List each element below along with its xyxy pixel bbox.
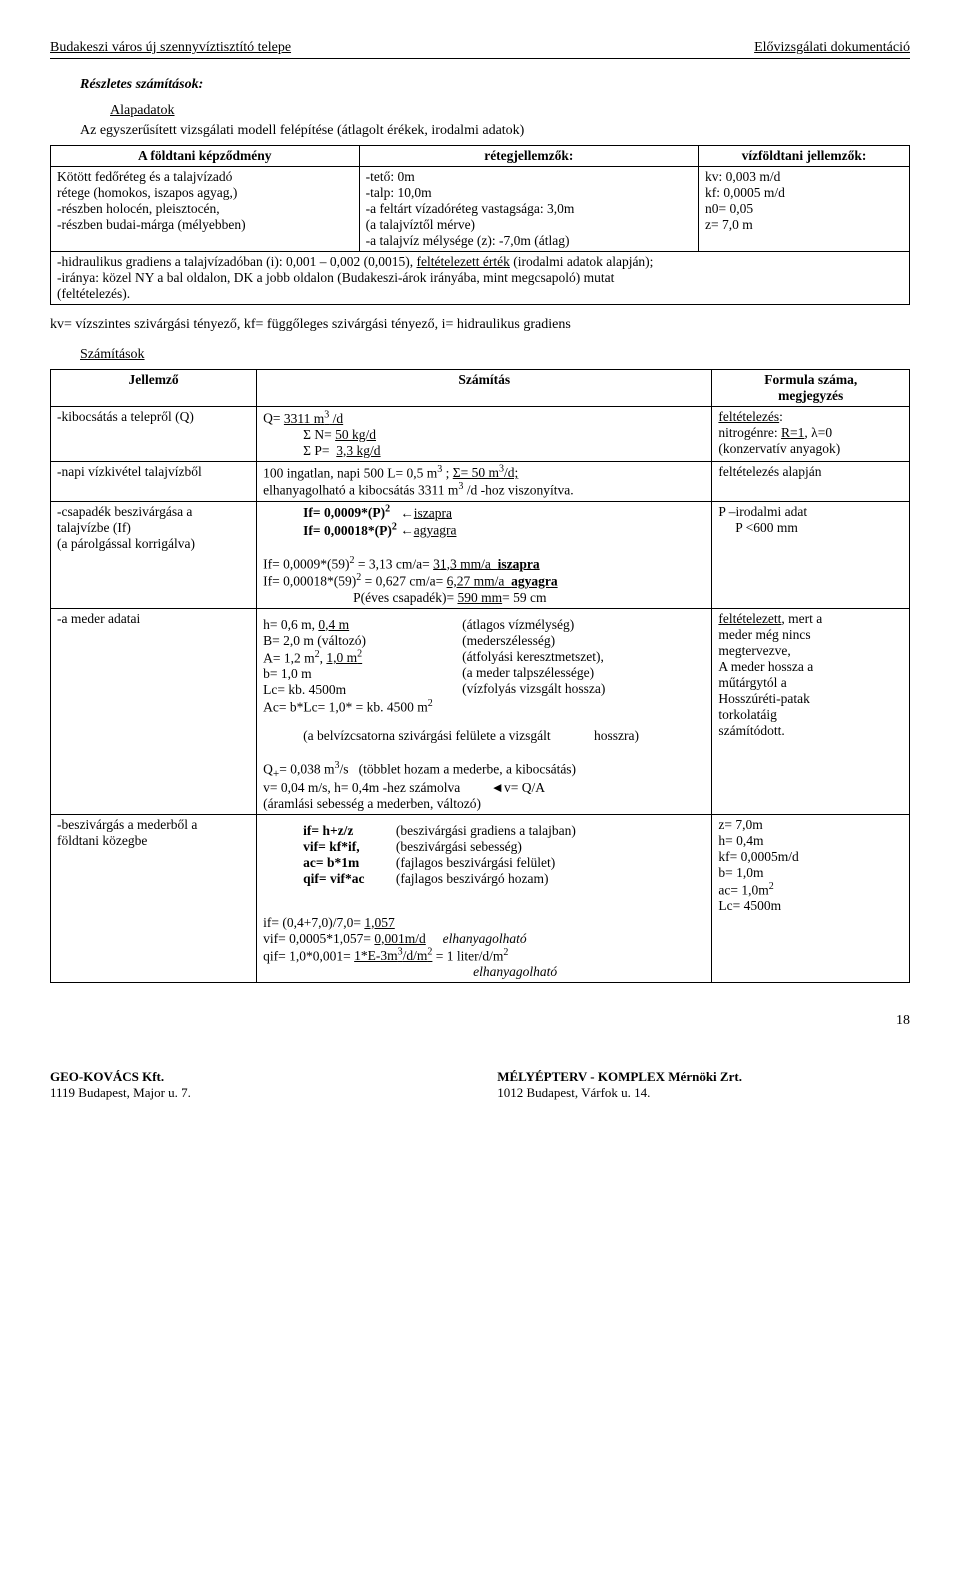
table-szamitasok: Jellemző Számítás Formula száma, megjegy… [50,369,910,983]
t1-c2: -tető: 0m -talp: 10,0m -a feltárt vízadó… [359,167,698,252]
t2-r1c3: feltételezés:nitrogénre: R=1, λ=0(konzer… [712,407,910,462]
t2-h1: Jellemző [51,370,257,407]
t2-r4c3: feltételezett, mert ameder még nincsmegt… [712,608,910,814]
footer-left-name: GEO-KOVÁCS Kft. [50,1069,164,1084]
alapadatok-title: Alapadatok [110,103,910,119]
t2-r2c3: feltételezés alapján [712,461,910,501]
t2-r1c2: Q= 3311 m3 /d Σ N= 50 kg/d Σ P= 3,3 kg/d [257,407,712,462]
page-number: 18 [50,1013,910,1029]
t2-r3c3: P –irodalmi adat P <600 mm [712,501,910,608]
t2-r1c1: -kibocsátás a telepről (Q) [51,407,257,462]
t2-r5c2: if= h+z/zvif= kf*if,ac= b*1mqif= vif*ac … [257,814,712,983]
szamitasok-title: Számítások [80,347,910,363]
t1-row2: -hidraulikus gradiens a talajvízadóban (… [51,252,910,305]
t2-r5c3: z= 7,0mh= 0,4mkf= 0,0005m/db= 1,0mac= 1,… [712,814,910,983]
page-footer: GEO-KOVÁCS Kft. 1119 Budapest, Major u. … [50,1069,910,1101]
t2-r3c1: -csapadék beszivárgása a talajvízbe (If)… [51,501,257,608]
t2-r2c1: -napi vízkivétel talajvízből [51,461,257,501]
t1-c1: Kötött fedőréteg és a talajvízadó rétege… [51,167,360,252]
t1-c3: kv: 0,003 m/d kf: 0,0005 m/d n0= 0,05 z=… [699,167,910,252]
footer-left: GEO-KOVÁCS Kft. 1119 Budapest, Major u. … [50,1069,463,1101]
page-header: Budakeszi város új szennyvíztisztító tel… [50,40,910,59]
t2-h3: Formula száma, megjegyzés [712,370,910,407]
t2-r4c1: -a meder adatai [51,608,257,814]
t2-h2: Számítás [257,370,712,407]
t1-h3: vízföldtani jellemzők: [699,146,910,167]
footer-left-addr: 1119 Budapest, Major u. 7. [50,1085,191,1100]
footer-right-addr: 1012 Budapest, Várfok u. 14. [497,1085,650,1100]
note1: kv= vízszintes szivárgási tényező, kf= f… [50,317,910,333]
t1-h2: rétegjellemzők: [359,146,698,167]
section-title: Részletes számítások: [80,77,910,93]
header-left: Budakeszi város új szennyvíztisztító tel… [50,40,291,56]
t2-r5c1: -beszivárgás a mederből a földtani közeg… [51,814,257,983]
table-alapadatok: A földtani képződmény rétegjellemzők: ví… [50,145,910,305]
t2-r2c2: 100 ingatlan, napi 500 L= 0,5 m3 ; Σ= 50… [257,461,712,501]
t2-r4c2: h= 0,6 m, 0,4 m B= 2,0 m (változó) A= 1,… [257,608,712,814]
t1-h1: A földtani képződmény [51,146,360,167]
footer-right-name: MÉLYÉPTERV - KOMPLEX Mérnöki Zrt. [497,1069,742,1084]
intro-line: Az egyszerűsített vizsgálati modell felé… [80,123,910,139]
t2-r3c2: If= 0,0009*(P)2 ←iszapra If= 0,00018*(P)… [257,501,712,608]
header-right: Elővizsgálati dokumentáció [754,40,910,56]
footer-right: MÉLYÉPTERV - KOMPLEX Mérnöki Zrt. 1012 B… [497,1069,910,1101]
